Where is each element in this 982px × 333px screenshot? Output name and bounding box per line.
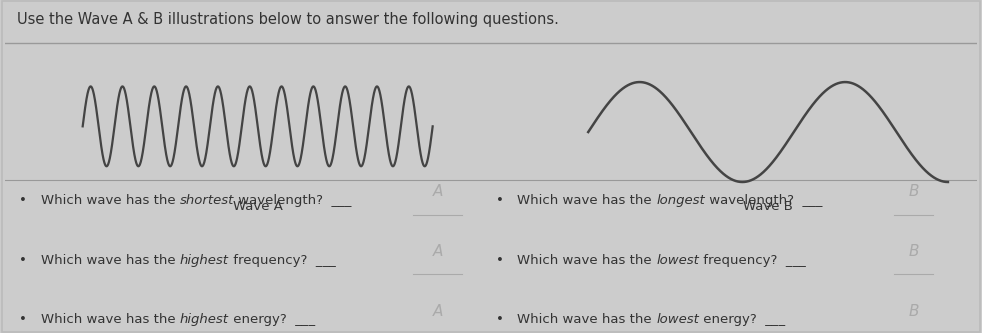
Text: shortest: shortest (180, 194, 234, 207)
Text: longest: longest (656, 194, 705, 207)
Text: B: B (908, 184, 919, 199)
Text: B: B (908, 244, 919, 259)
Text: lowest: lowest (656, 313, 699, 326)
Text: wavelength?  ___: wavelength? ___ (705, 194, 822, 207)
Text: Which wave has the: Which wave has the (518, 254, 656, 267)
Text: energy?  ___: energy? ___ (229, 313, 315, 326)
Text: Which wave has the: Which wave has the (41, 254, 180, 267)
Text: A: A (432, 244, 443, 259)
Text: frequency?  ___: frequency? ___ (229, 254, 336, 267)
Text: lowest: lowest (656, 254, 699, 267)
Text: •: • (496, 313, 504, 326)
Text: Which wave has the: Which wave has the (518, 194, 656, 207)
Text: Wave B: Wave B (743, 199, 793, 212)
Text: highest: highest (180, 254, 229, 267)
Text: Use the Wave A & B illustrations below to answer the following questions.: Use the Wave A & B illustrations below t… (17, 12, 559, 27)
Text: frequency?  ___: frequency? ___ (699, 254, 806, 267)
Text: highest: highest (180, 313, 229, 326)
Text: •: • (20, 194, 27, 207)
Text: Which wave has the: Which wave has the (41, 313, 180, 326)
Text: A: A (432, 184, 443, 199)
Text: Wave A: Wave A (233, 199, 283, 212)
Text: •: • (496, 254, 504, 267)
Text: Which wave has the: Which wave has the (41, 194, 180, 207)
Text: A: A (432, 304, 443, 319)
Text: B: B (908, 304, 919, 319)
Text: wavelength?  ___: wavelength? ___ (234, 194, 352, 207)
Text: •: • (496, 194, 504, 207)
Text: •: • (20, 254, 27, 267)
Text: Which wave has the: Which wave has the (518, 313, 656, 326)
Text: •: • (20, 313, 27, 326)
Text: energy?  ___: energy? ___ (699, 313, 786, 326)
